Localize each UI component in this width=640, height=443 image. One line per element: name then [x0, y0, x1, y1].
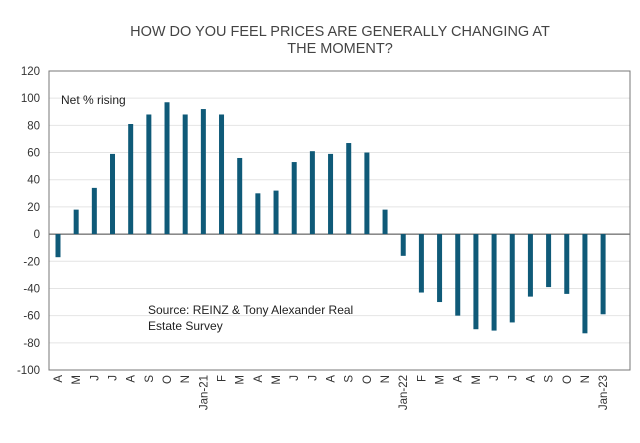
bar: [200, 109, 206, 235]
bar: [509, 234, 515, 323]
bar: [473, 234, 479, 330]
bar: [273, 190, 279, 235]
x-tick-label: O: [562, 375, 574, 384]
x-tick-label: A: [126, 375, 138, 383]
bar: [600, 234, 606, 315]
x-tick-label: M: [471, 375, 483, 385]
y-tick-label: 20: [27, 202, 40, 214]
bar: [146, 114, 152, 235]
x-tick-label: A: [525, 375, 537, 383]
x-tick-label: S: [544, 375, 556, 383]
x-tick-label: M: [235, 375, 247, 385]
x-tick-label: M: [435, 375, 447, 385]
bar: [219, 114, 225, 235]
x-tick-label: J: [489, 375, 501, 381]
chart-title-line-2: THE MOMENT?: [287, 41, 393, 57]
x-tick-label: J: [507, 375, 519, 381]
bar: [527, 234, 533, 297]
y-tick-label: 100: [21, 93, 40, 105]
x-tick-label: A: [453, 375, 465, 383]
series-label: Net % rising: [61, 93, 126, 107]
bar: [309, 151, 315, 235]
bar: [364, 152, 370, 235]
x-tick-label: N: [380, 375, 392, 383]
x-tick-label: J: [307, 375, 319, 381]
plot-area-border: [48, 70, 631, 371]
y-tick-label: -60: [23, 311, 40, 323]
bar: [164, 102, 170, 235]
x-tick-label: S: [344, 375, 356, 383]
source-annotation-line-1: Source: REINZ & Tony Alexander Real: [148, 303, 353, 317]
y-tick-label: 120: [21, 66, 40, 78]
x-tick-label: A: [253, 375, 265, 383]
bar: [564, 234, 570, 294]
x-tick-label: A: [53, 375, 65, 383]
x-tick-label: N: [180, 375, 192, 383]
x-tick-label: M: [71, 375, 83, 385]
x-tick-label: O: [362, 375, 374, 384]
x-tick-label: Jan-21: [198, 375, 210, 410]
bar: [91, 187, 97, 235]
bar: [182, 114, 188, 235]
y-tick-label: -80: [23, 338, 40, 350]
bar: [237, 157, 243, 235]
x-tick-label: Jan-23: [598, 375, 610, 410]
y-tick-label: 60: [27, 148, 40, 160]
bar: [346, 143, 352, 235]
bar: [437, 234, 443, 303]
bar: [110, 153, 116, 235]
x-tick-label: O: [162, 375, 174, 384]
x-tick-label: F: [217, 375, 229, 382]
bar: [582, 234, 588, 334]
bar: [128, 124, 134, 235]
y-tick-label: 0: [34, 229, 40, 241]
x-tick-label: Jan-22: [398, 375, 410, 410]
bar: [382, 209, 388, 235]
source-annotation-line-2: Estate Survey: [148, 319, 223, 333]
bar: [400, 234, 406, 256]
bar: [418, 234, 424, 293]
bar: [291, 162, 297, 235]
y-tick-label: -20: [23, 256, 40, 268]
x-tick-label: M: [271, 375, 283, 385]
y-tick-label: 40: [27, 175, 40, 187]
bar: [55, 234, 61, 258]
bar: [491, 234, 497, 331]
bar: [546, 234, 552, 288]
y-tick-label: -40: [23, 283, 40, 295]
y-tick-label: 80: [27, 120, 40, 132]
y-tick-label: -100: [17, 365, 40, 377]
x-tick-label: J: [289, 375, 301, 381]
bar: [328, 153, 334, 235]
x-tick-label: J: [108, 375, 120, 381]
x-tick-label: S: [144, 375, 156, 383]
x-tick-label: A: [326, 375, 338, 383]
bar: [455, 234, 461, 316]
x-tick-label: N: [580, 375, 592, 383]
x-tick-label: F: [416, 375, 428, 382]
x-tick-label: J: [89, 375, 101, 381]
bar: [255, 193, 261, 235]
bar: [73, 209, 79, 235]
chart-title-line-1: HOW DO YOU FEEL PRICES ARE GENERALLY CHA…: [130, 24, 550, 40]
